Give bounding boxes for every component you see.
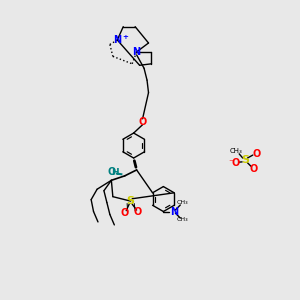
Text: O: O <box>138 117 147 127</box>
Text: N: N <box>170 206 178 217</box>
Text: CH₃: CH₃ <box>176 200 188 205</box>
Text: ⁻: ⁻ <box>228 158 234 168</box>
Text: S: S <box>127 196 135 206</box>
Text: S: S <box>241 155 249 165</box>
Text: +: + <box>123 34 129 40</box>
Text: O: O <box>250 164 258 174</box>
Text: H: H <box>111 168 119 177</box>
Text: O: O <box>134 207 142 218</box>
Text: O: O <box>107 167 116 177</box>
Text: CH₃: CH₃ <box>230 148 243 154</box>
Text: CH₃: CH₃ <box>176 217 188 222</box>
Text: O: O <box>252 149 260 159</box>
Text: N: N <box>133 47 141 57</box>
Text: N: N <box>113 35 122 45</box>
Text: O: O <box>121 208 129 218</box>
Text: O: O <box>231 158 239 168</box>
